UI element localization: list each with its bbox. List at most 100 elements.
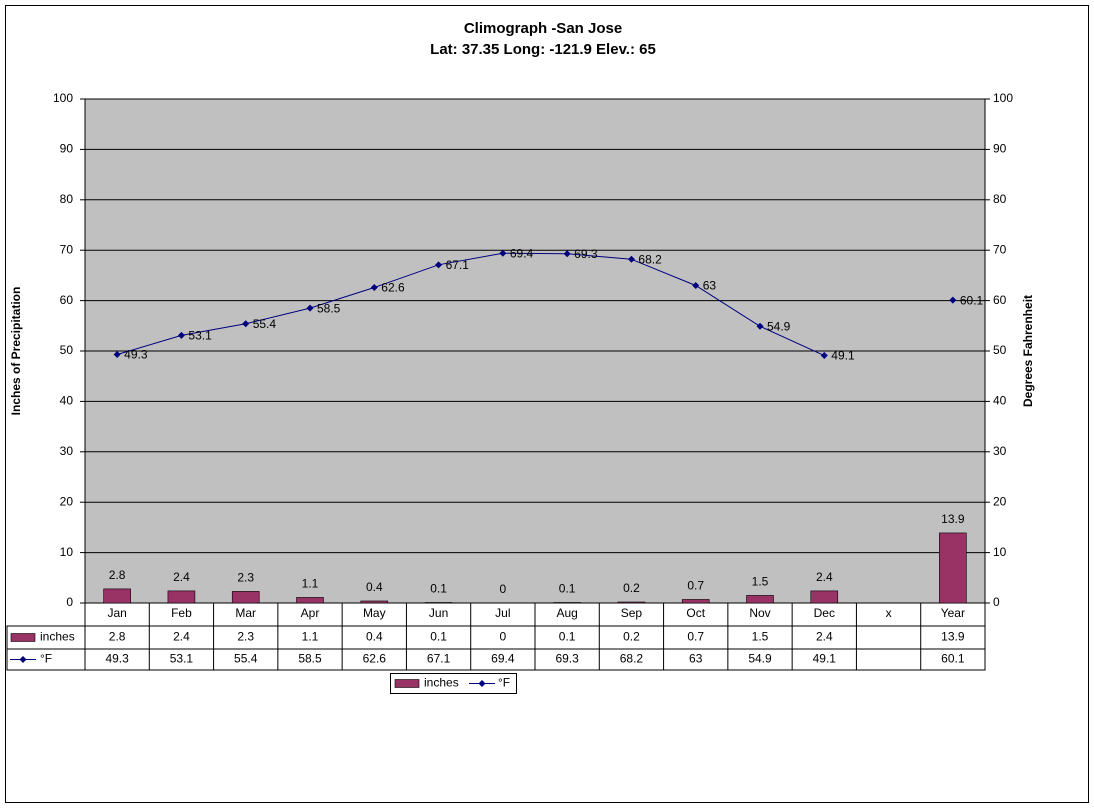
table-cell: 0.1 [430, 630, 447, 644]
x-tick-label: Nov [749, 606, 770, 620]
line-marker [370, 283, 378, 291]
data-label: 0.4 [366, 580, 383, 594]
table-row-border [6, 648, 986, 671]
table-cell: 67.1 [427, 652, 451, 666]
line-marker [242, 320, 250, 328]
y2-tick-label: 20 [993, 494, 1007, 508]
x-tick-label: Feb [171, 606, 192, 620]
bar [746, 595, 774, 604]
data-label: 2.4 [173, 570, 190, 584]
legend-key [10, 633, 36, 642]
x-tick-label: May [363, 606, 386, 620]
y-tick-label: 70 [60, 242, 74, 256]
table-cell: 2.8 [109, 630, 126, 644]
y2-tick-label: 0 [993, 595, 1000, 609]
line-marker [949, 296, 957, 304]
y-tick-label: 0 [66, 595, 73, 609]
data-label: 0.7 [687, 579, 704, 593]
line-marker [499, 249, 507, 257]
legend-key [19, 656, 27, 663]
y2-tick-label: 80 [993, 192, 1007, 206]
bar [296, 597, 324, 604]
table-cell: 1.1 [302, 630, 319, 644]
y-tick-label: 40 [60, 394, 74, 408]
data-label: 13.9 [941, 512, 965, 526]
line-marker [435, 261, 443, 269]
legend-label: inches [424, 676, 459, 690]
x-tick-label: Oct [686, 606, 705, 620]
y-tick-label: 50 [60, 343, 74, 357]
line-marker [692, 281, 700, 289]
y2-tick-label: 50 [993, 343, 1007, 357]
y-tick-label: 60 [60, 293, 74, 307]
x-tick-label: Jun [429, 606, 448, 620]
table-cell: 58.5 [298, 652, 322, 666]
bar [810, 590, 839, 604]
bar [939, 532, 967, 604]
y-tick-label: 80 [60, 192, 74, 206]
y2-tick-label: 60 [993, 293, 1007, 307]
table-cell: 0 [500, 630, 507, 644]
table-cell: 0.7 [687, 630, 704, 644]
line-marker [820, 352, 828, 360]
table-cell: 53.1 [170, 652, 194, 666]
x-tick-label: Jan [107, 606, 126, 620]
table-cell: 68.2 [620, 652, 644, 666]
x-tick-label: Jul [495, 606, 510, 620]
chart-title: Climograph -San Jose [464, 20, 622, 37]
x-tick-label: Sep [621, 606, 643, 620]
line [117, 252, 825, 356]
data-label: 68.2 [638, 252, 662, 266]
y2-axis-title: Degrees Fahrenheit [1021, 295, 1035, 407]
x-tick-label: Year [941, 606, 965, 620]
table-cell: 60.1 [941, 652, 965, 666]
table-cell: 69.4 [491, 652, 515, 666]
y-tick-label: 90 [60, 142, 74, 156]
data-label: 0.2 [623, 581, 640, 595]
legend-label: °F [498, 676, 510, 690]
y2-tick-label: 90 [993, 142, 1007, 156]
data-label: 54.9 [767, 319, 791, 333]
legend-key [478, 680, 486, 687]
legend [390, 673, 517, 694]
data-label: 67.1 [446, 258, 470, 272]
line-marker [563, 250, 571, 258]
data-label: 49.3 [124, 348, 148, 362]
data-label: 49.1 [831, 349, 855, 363]
data-label: 2.8 [109, 568, 126, 582]
y-tick-label: 30 [60, 444, 74, 458]
bar [167, 590, 196, 604]
data-label: 1.1 [302, 577, 319, 591]
line-marker [756, 322, 764, 330]
bar [103, 588, 131, 604]
table-cell: 49.3 [105, 652, 129, 666]
x-tick-label: Apr [301, 606, 320, 620]
y2-tick-label: 100 [993, 91, 1013, 105]
data-label: 0.1 [430, 582, 447, 596]
table-cell: 54.9 [748, 652, 772, 666]
data-label: 63 [703, 279, 717, 293]
data-label: 2.4 [816, 570, 833, 584]
bar [553, 602, 581, 604]
bar [231, 591, 260, 604]
data-label: 0 [500, 582, 507, 596]
table-cell: 1.5 [752, 630, 769, 644]
line-marker [306, 304, 314, 312]
y2-tick-label: 70 [993, 242, 1007, 256]
data-label: 53.1 [188, 329, 212, 343]
x-tick-label: Dec [814, 606, 835, 620]
y2-tick-label: 40 [993, 394, 1007, 408]
y-axis-title: Inches of Precipitation [9, 287, 23, 416]
data-label: 58.5 [317, 301, 341, 315]
bar [617, 601, 646, 604]
table-cell: 2.4 [816, 630, 833, 644]
y2-tick-label: 10 [993, 545, 1007, 559]
bar [424, 602, 453, 604]
table-cell: 62.6 [363, 652, 387, 666]
data-label: 69.4 [510, 246, 534, 260]
table-cell: 2.4 [173, 630, 190, 644]
x-tick-label: Mar [235, 606, 256, 620]
table-row-label: °F [40, 652, 52, 666]
bar [681, 599, 710, 604]
